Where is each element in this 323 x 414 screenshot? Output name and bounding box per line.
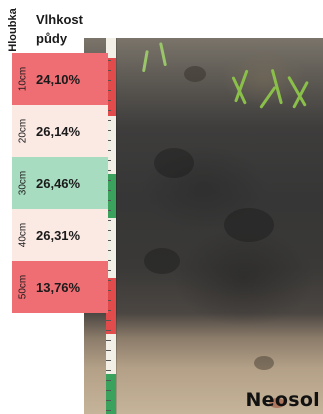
soil-clod: [154, 148, 194, 178]
grass-blade: [159, 42, 167, 67]
depth-label: 20cm: [17, 118, 29, 144]
measuring-ruler: [106, 38, 116, 414]
ruler-tick: [106, 310, 111, 311]
moisture-value: 13,76%: [36, 279, 81, 295]
ruler-tick: [106, 230, 111, 231]
ruler-tick: [106, 150, 111, 151]
ruler-segment-green: [106, 374, 116, 414]
soil-profile-photo: [84, 38, 323, 414]
depth-label: 10cm: [17, 66, 29, 92]
ruler-tick: [106, 110, 111, 111]
ruler-segment-white: [106, 116, 116, 174]
ruler-tick: [106, 250, 111, 251]
ruler-tick: [106, 270, 111, 271]
moisture-header-line2: půdy: [36, 31, 68, 46]
ruler-tick: [106, 340, 111, 341]
moisture-value: 24,10%: [36, 71, 81, 87]
moisture-row: 50cm 13,76%: [12, 261, 108, 313]
moisture-row: 30cm 26,46%: [12, 157, 108, 209]
ruler-tick: [106, 70, 111, 71]
moisture-row: 10cm 24,10%: [12, 53, 108, 105]
ruler-tick: [106, 120, 111, 121]
ruler-tick: [106, 390, 111, 391]
ruler-tick: [106, 60, 111, 61]
depth-header: Hloubka: [7, 8, 19, 52]
moisture-row: 20cm 26,14%: [12, 105, 108, 157]
grass-blade: [259, 85, 277, 109]
ruler-segment-green: [106, 174, 116, 218]
ruler-tick: [106, 350, 111, 351]
moisture-header: Vlhkost půdy: [36, 10, 96, 48]
moisture-row: 40cm 26,31%: [12, 209, 108, 261]
ruler-tick: [106, 140, 111, 141]
ruler-tick: [106, 280, 111, 281]
ruler-segment-red: [106, 278, 116, 334]
ruler-tick: [106, 290, 111, 291]
ruler-tick: [106, 260, 111, 261]
soil-clod: [184, 66, 206, 82]
soil-clod: [144, 248, 180, 274]
ruler-tick: [106, 380, 111, 381]
brand-watermark: Neosol: [245, 389, 320, 411]
ruler-tick: [106, 100, 111, 101]
ruler-segment-white: [106, 334, 116, 374]
moisture-value: 26,31%: [36, 227, 81, 243]
ruler-tick: [106, 330, 111, 331]
ruler-tick: [106, 240, 111, 241]
ruler-tick: [106, 190, 111, 191]
ruler-tick: [106, 180, 111, 181]
soil-clod: [269, 398, 285, 408]
grass-blade: [142, 50, 149, 73]
ruler-tick: [106, 200, 111, 201]
ruler-tick: [106, 90, 111, 91]
ruler-tick: [106, 80, 111, 81]
ruler-tick: [106, 210, 111, 211]
ruler-tick: [106, 410, 111, 411]
depth-label: 50cm: [17, 274, 29, 300]
ruler-tick: [106, 130, 111, 131]
depth-label: 30cm: [17, 170, 29, 196]
ruler-tick: [106, 300, 111, 301]
moisture-header-line1: Vlhkost: [36, 12, 83, 27]
ruler-tick: [106, 160, 111, 161]
ruler-tick: [106, 360, 111, 361]
ruler-tick: [106, 400, 111, 401]
soil-clod: [254, 356, 274, 370]
ruler-tick: [106, 220, 111, 221]
ruler-segment-red: [106, 58, 116, 116]
moisture-value: 26,14%: [36, 123, 81, 139]
soil-clod: [224, 208, 274, 242]
depth-label: 40cm: [17, 222, 29, 248]
moisture-value: 26,46%: [36, 175, 81, 191]
ruler-tick: [106, 320, 111, 321]
ruler-tick: [106, 370, 111, 371]
ruler-segment-white: [106, 218, 116, 278]
ruler-tick: [106, 170, 111, 171]
